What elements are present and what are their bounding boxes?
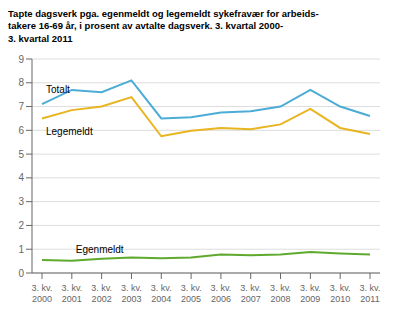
svg-text:3. kv.2003: 3. kv.2003 [121,283,142,304]
html-text:Tapte dagsverk pga. egenmeldt: Tapte dagsverk pga. egenmeldt og legemel… [8,8,319,19]
svg-text:5: 5 [18,149,24,160]
svg-text:3. kv.2010: 3. kv.2010 [330,283,351,304]
svg-text:2: 2 [18,220,24,231]
svg-text:Legemeldt: Legemeldt [46,126,93,137]
svg-text:3: 3 [18,196,24,207]
html-text:takere 16-69 år, i prosent av: takere 16-69 år, i prosent av avtalte da… [8,20,284,32]
svg-text:0: 0 [18,268,24,279]
svg-text:Egenmeldt: Egenmeldt [76,244,124,255]
svg-text:Totalt: Totalt [46,84,70,95]
svg-text:3. kv.2005: 3. kv.2005 [181,283,202,304]
svg-text:7: 7 [18,101,24,112]
svg-text:1: 1 [18,244,24,255]
svg-text:3. kv.2000: 3. kv.2000 [32,283,53,304]
svg-text:3. kv.2002: 3. kv.2002 [91,283,112,304]
html-text:3. kvartal 2011: 3. kvartal 2011 [8,32,73,44]
svg-text:3. kv.2007: 3. kv.2007 [240,283,261,304]
svg-text:3. kv.2001: 3. kv.2001 [61,283,82,304]
svg-text:3. kv.2009: 3. kv.2009 [300,283,321,304]
svg-text:6: 6 [18,125,24,136]
svg-text:8: 8 [18,77,24,88]
svg-text:4: 4 [18,172,24,183]
svg-text:9: 9 [18,54,24,65]
svg-text:3. kv.2008: 3. kv.2008 [270,283,291,304]
svg-text:3. kv.2004: 3. kv.2004 [151,283,172,304]
svg-text:3. kv.2011: 3. kv.2011 [360,283,381,304]
svg-text:3. kv.2006: 3. kv.2006 [210,283,231,304]
